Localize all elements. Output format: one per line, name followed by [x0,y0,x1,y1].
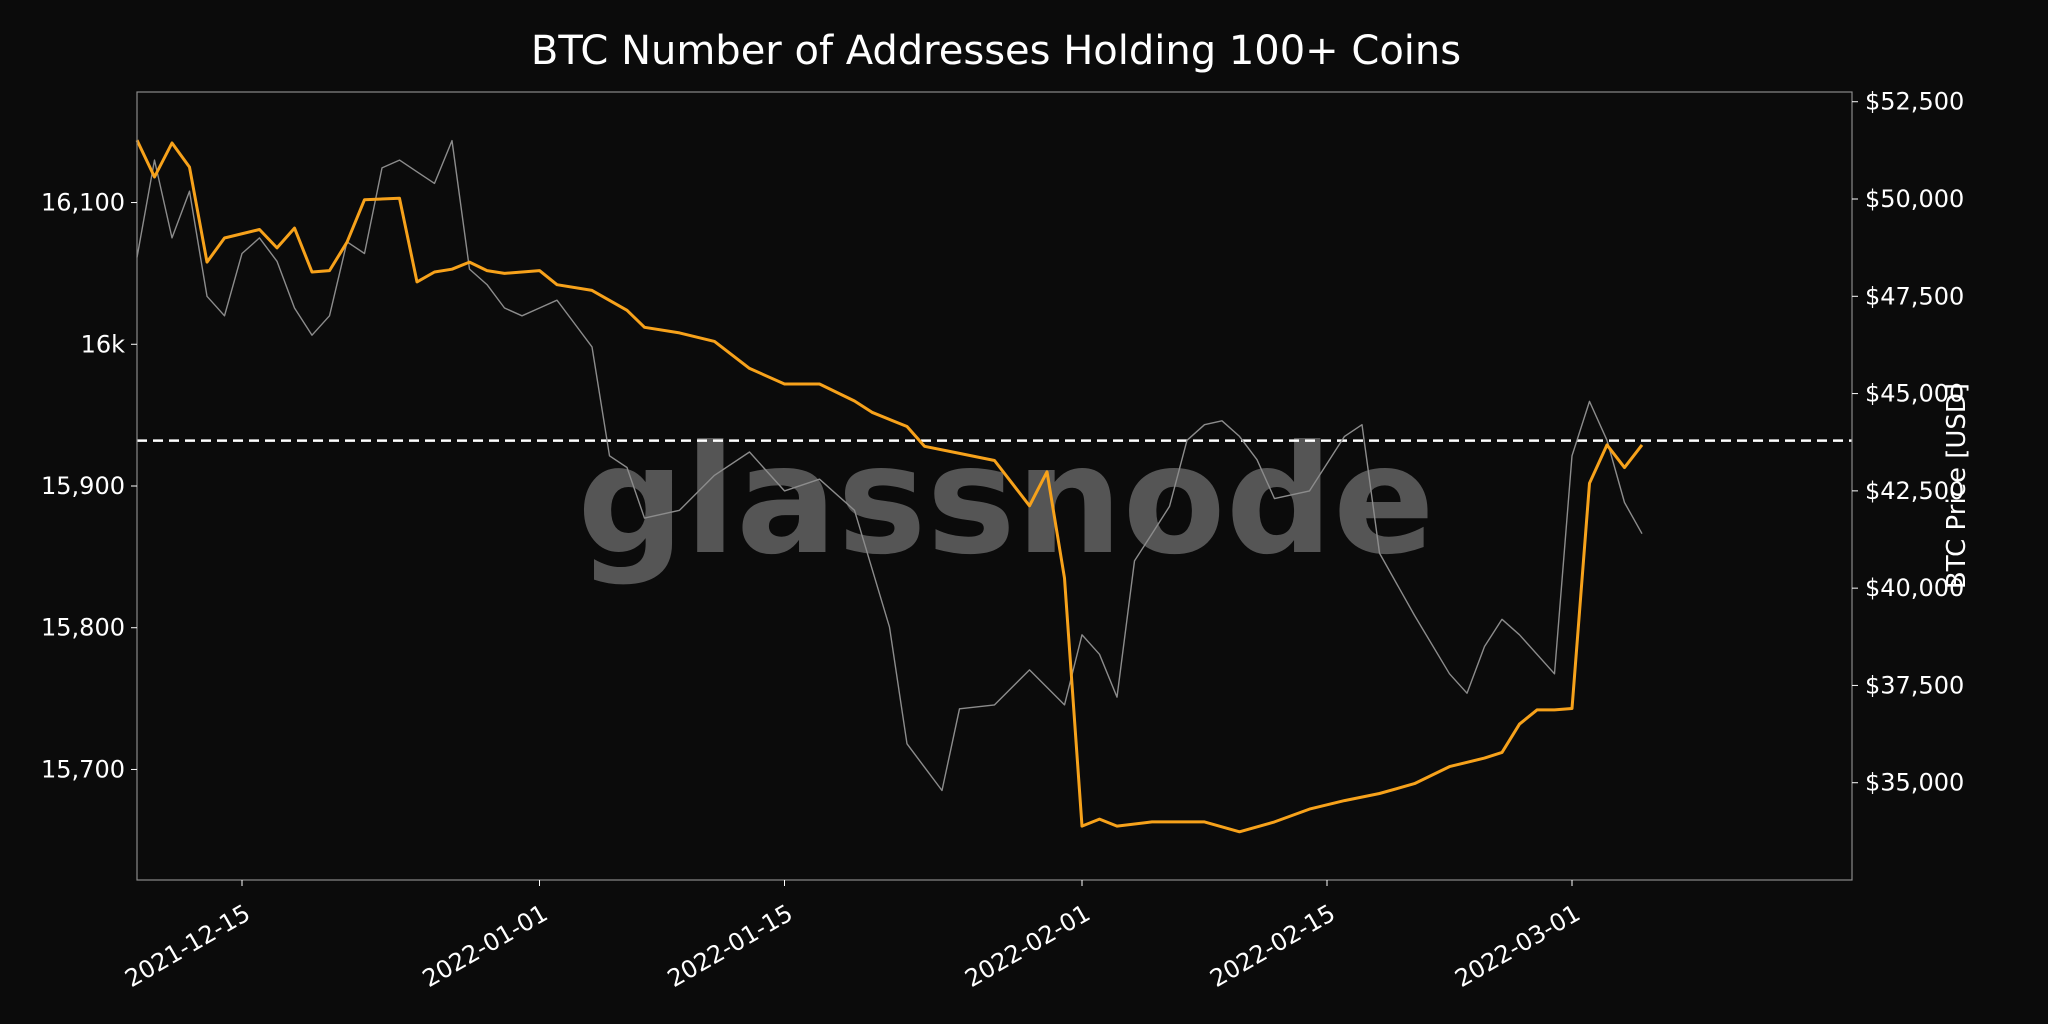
left-tick-label: 15,700 [41,755,125,783]
left-tick-label: 15,900 [41,472,125,500]
x-tick-label: 2022-02-01 [960,899,1095,993]
right-tick-label: $37,500 [1865,671,1964,699]
right-tick-label: $40,000 [1865,574,1964,602]
addresses-line [135,139,1644,834]
series-layer [135,139,1644,834]
right-tick-label: $47,500 [1865,282,1964,310]
chart-title: BTC Number of Addresses Holding 100+ Coi… [530,28,1462,74]
x-tick-label: 2021-12-15 [120,899,255,993]
left-tick-label: 15,800 [41,614,125,642]
x-tick-label: 2022-01-15 [663,899,798,993]
x-tick-label: 2022-02-15 [1205,899,1340,993]
right-tick-label: $52,500 [1865,88,1964,116]
right-y-axis: $35,000 $37,500 $40,000 $42,500 $45,000 $47,5… [1852,88,1964,797]
x-tick-label: 2022-03-01 [1450,899,1585,993]
left-tick-label: 16,100 [41,189,125,217]
right-tick-label: $42,500 [1865,477,1964,505]
x-tick-label: 2022-01-01 [418,899,553,993]
left-y-axis: 15,700 15,800 15,900 16k 16,100 [41,189,137,783]
right-axis-label: BTC Price [USD] [1942,383,1972,589]
right-tick-label: $50,000 [1865,185,1964,213]
watermark-glassnode: glassnode [577,414,1435,588]
right-tick-label: $45,000 [1865,380,1964,408]
right-tick-label: $35,000 [1865,769,1964,797]
left-tick-label: 16k [81,330,126,358]
price-line [136,139,1643,792]
x-axis: 2021-12-15 2022-01-01 2022-01-15 2022-02-01… [120,880,1585,993]
